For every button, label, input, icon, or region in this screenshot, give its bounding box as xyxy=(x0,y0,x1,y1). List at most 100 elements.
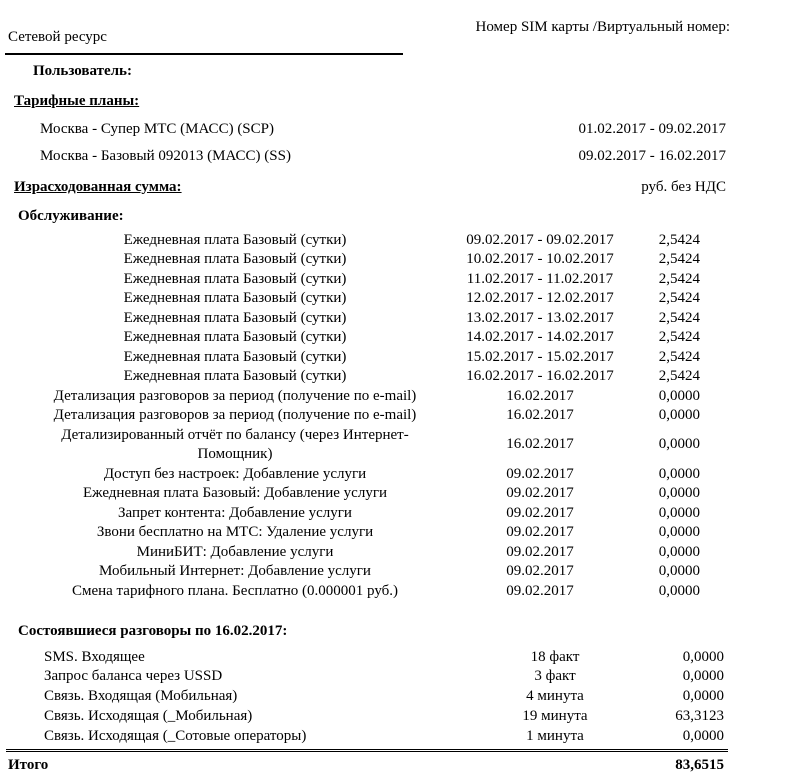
service-row: Детализированный отчёт по балансу (через… xyxy=(8,426,740,465)
service-row-mid: 09.02.2017 xyxy=(506,582,574,599)
service-row-amount: 2,5424 xyxy=(658,348,700,365)
service-row-mid: 13.02.2017 - 13.02.2017 xyxy=(466,309,614,326)
total-label: Итого xyxy=(8,757,49,774)
service-row-mid: 16.02.2017 xyxy=(506,407,574,423)
spent-sum-row: Израсходованная сумма: руб. без НДС xyxy=(8,178,726,198)
service-row-label: Ежедневная плата Базовый: Добавление усл… xyxy=(83,485,387,501)
call-row-label: Связь. Входящая (Мобильная) xyxy=(44,688,238,705)
header-divider xyxy=(5,52,403,55)
service-row-amount: 2,5424 xyxy=(658,290,700,306)
call-row-amount: 0,0000 xyxy=(682,648,724,665)
service-row: Ежедневная плата Базовый (сутки) 09.02.20… xyxy=(8,231,740,251)
total-amount: 83,6515 xyxy=(675,757,724,774)
call-row: Запрос баланса через USSD 3 факт 0,0000 xyxy=(8,667,740,687)
service-row-amount: 0,0000 xyxy=(658,524,700,540)
call-row-mid: 4 минута xyxy=(526,688,584,705)
service-row: Ежедневная плата Базовый (сутки) 10.02.20… xyxy=(8,250,740,270)
call-row: Связь. Исходящая (_Сотовые операторы) 1 м… xyxy=(8,727,740,747)
service-row-mid: 09.02.2017 xyxy=(506,563,574,579)
call-row-label: Связь. Исходящая (_Сотовые операторы) xyxy=(44,727,307,744)
service-row-label: Ежедневная плата Базовый (сутки) xyxy=(123,231,347,248)
call-row: SMS. Входящее 18 факт 0,0000 xyxy=(8,648,740,668)
service-row-amount: 0,0000 xyxy=(658,504,700,521)
service-row: Доступ без настроек: Добавление услуги 09… xyxy=(8,465,740,485)
service-row: Звони бесплатно на МТС: Удаление услуги 0… xyxy=(8,523,740,543)
service-row-mid: 15.02.2017 - 15.02.2017 xyxy=(466,348,614,365)
service-row-label: Ежедневная плата Базовый (сутки) xyxy=(123,348,347,365)
user-label: Пользователь: xyxy=(33,62,132,79)
service-row-amount: 0,0000 xyxy=(658,485,700,501)
service-row-amount: 0,0000 xyxy=(658,465,700,482)
call-row-amount: 0,0000 xyxy=(682,668,724,685)
service-row-mid: 11.02.2017 - 11.02.2017 xyxy=(466,270,614,287)
service-row: Детализация разговоров за период (получе… xyxy=(8,387,740,407)
call-row: Связь. Исходящая (_Мобильная) 19 минута 63… xyxy=(8,707,740,727)
tariff-plan-period: 01.02.2017 - 09.02.2017 xyxy=(578,120,727,137)
service-row-label: МиниБИТ: Добавление услуги xyxy=(136,543,334,560)
tariff-plan-period: 09.02.2017 - 16.02.2017 xyxy=(578,148,727,164)
service-row-mid: 09.02.2017 - 09.02.2017 xyxy=(466,231,614,248)
service-row-mid: 09.02.2017 xyxy=(506,465,574,482)
call-row-label: Запрос баланса через USSD xyxy=(44,668,223,685)
sim-number-label: Номер SIM карты /Виртуальный номер: xyxy=(475,19,731,35)
service-row: Ежедневная плата Базовый (сутки) 16.02.20… xyxy=(8,367,740,387)
service-row: Детализация разговоров за период (получе… xyxy=(8,406,740,426)
tariff-plans-heading: Тарифные планы: xyxy=(14,93,140,109)
calls-table: SMS. Входящее 18 факт 0,0000 Запрос баланса… xyxy=(8,648,740,747)
service-row-label: Доступ без настроек: Добавление услуги xyxy=(103,465,367,482)
service-row-mid: 09.02.2017 xyxy=(506,485,574,501)
service-row-amount: 2,5424 xyxy=(658,368,700,384)
service-row-mid: 16.02.2017 xyxy=(506,436,574,453)
service-row: МиниБИТ: Добавление услуги 09.02.2017 0,00… xyxy=(8,543,740,563)
tariff-plan-row: Москва - Супер МТС (МАСС) (SCP) 01.02.20… xyxy=(8,120,726,140)
service-row-label: Запрет контента: Добавление услуги xyxy=(118,504,352,521)
service-row-amount: 0,0000 xyxy=(658,387,700,404)
service-row-label: Мобильный Интернет: Добавление услуги xyxy=(99,563,371,579)
service-row-label: Детализированный отчёт по балансу (через… xyxy=(61,426,409,463)
service-row-label: Ежедневная плата Базовый (сутки) xyxy=(123,251,347,267)
service-row-mid: 12.02.2017 - 12.02.2017 xyxy=(466,290,614,306)
service-row-label: Ежедневная плата Базовый (сутки) xyxy=(123,368,347,384)
tariff-plan-name: Москва - Базовый 092013 (МАСС) (SS) xyxy=(40,148,291,164)
service-row-mid: 09.02.2017 xyxy=(506,504,574,521)
service-heading: Обслуживание: xyxy=(18,208,124,224)
service-row-label: Ежедневная плата Базовый (сутки) xyxy=(123,329,347,345)
service-row-amount: 0,0000 xyxy=(658,436,700,453)
service-row-amount: 0,0000 xyxy=(658,407,700,423)
call-row-mid: 1 минута xyxy=(526,727,584,744)
service-row-label: Детализация разговоров за период (получе… xyxy=(53,407,417,423)
call-row-mid: 3 факт xyxy=(534,668,576,685)
spent-sum-heading: Израсходованная сумма: xyxy=(14,178,182,195)
service-row-label: Звони бесплатно на МТС: Удаление услуги xyxy=(96,524,374,540)
service-row: Запрет контента: Добавление услуги 09.02.… xyxy=(8,504,740,524)
service-row-amount: 0,0000 xyxy=(658,543,700,560)
service-row-mid: 09.02.2017 xyxy=(506,543,574,560)
call-row-label: Связь. Исходящая (_Мобильная) xyxy=(44,707,253,724)
call-row-amount: 63,3123 xyxy=(675,707,724,724)
service-row-amount: 2,5424 xyxy=(658,329,700,345)
service-row-mid: 16.02.2017 - 16.02.2017 xyxy=(466,368,614,384)
call-row: Связь. Входящая (Мобильная) 4 минута 0,000… xyxy=(8,687,740,707)
service-row-label: Ежедневная плата Базовый (сутки) xyxy=(123,290,347,306)
total-row: Итого 83,6515 xyxy=(6,749,728,776)
service-row-label: Ежедневная плата Базовый (сутки) xyxy=(123,270,347,287)
service-row: Ежедневная плата Базовый (сутки) 13.02.20… xyxy=(8,309,740,329)
tariff-plan-row: Москва - Базовый 092013 (МАСС) (SS) 09.0… xyxy=(8,147,726,167)
network-resource-label: Сетевой ресурс xyxy=(8,29,107,45)
call-row-amount: 0,0000 xyxy=(682,688,724,705)
service-row: Ежедневная плата Базовый (сутки) 14.02.20… xyxy=(8,328,740,348)
service-row-label: Смена тарифного плана. Бесплатно (0.0000… xyxy=(71,582,399,599)
service-row-label: Детализация разговоров за период (получе… xyxy=(53,387,417,404)
service-row-mid: 16.02.2017 xyxy=(506,387,574,404)
service-row-amount: 0,0000 xyxy=(658,563,700,579)
calls-heading: Состоявшиеся разговоры по 16.02.2017: xyxy=(18,623,288,639)
service-row-mid: 14.02.2017 - 14.02.2017 xyxy=(466,329,614,345)
service-row-mid: 10.02.2017 - 10.02.2017 xyxy=(466,251,614,267)
service-row: Ежедневная плата Базовый (сутки) 12.02.20… xyxy=(8,289,740,309)
service-table: Ежедневная плата Базовый (сутки) 09.02.20… xyxy=(8,231,740,602)
currency-note: руб. без НДС xyxy=(641,178,726,195)
service-row: Ежедневная плата Базовый: Добавление усл… xyxy=(8,484,740,504)
call-row-amount: 0,0000 xyxy=(682,727,724,744)
call-row-mid: 18 факт xyxy=(530,648,580,665)
service-row: Мобильный Интернет: Добавление услуги 09.… xyxy=(8,562,740,582)
